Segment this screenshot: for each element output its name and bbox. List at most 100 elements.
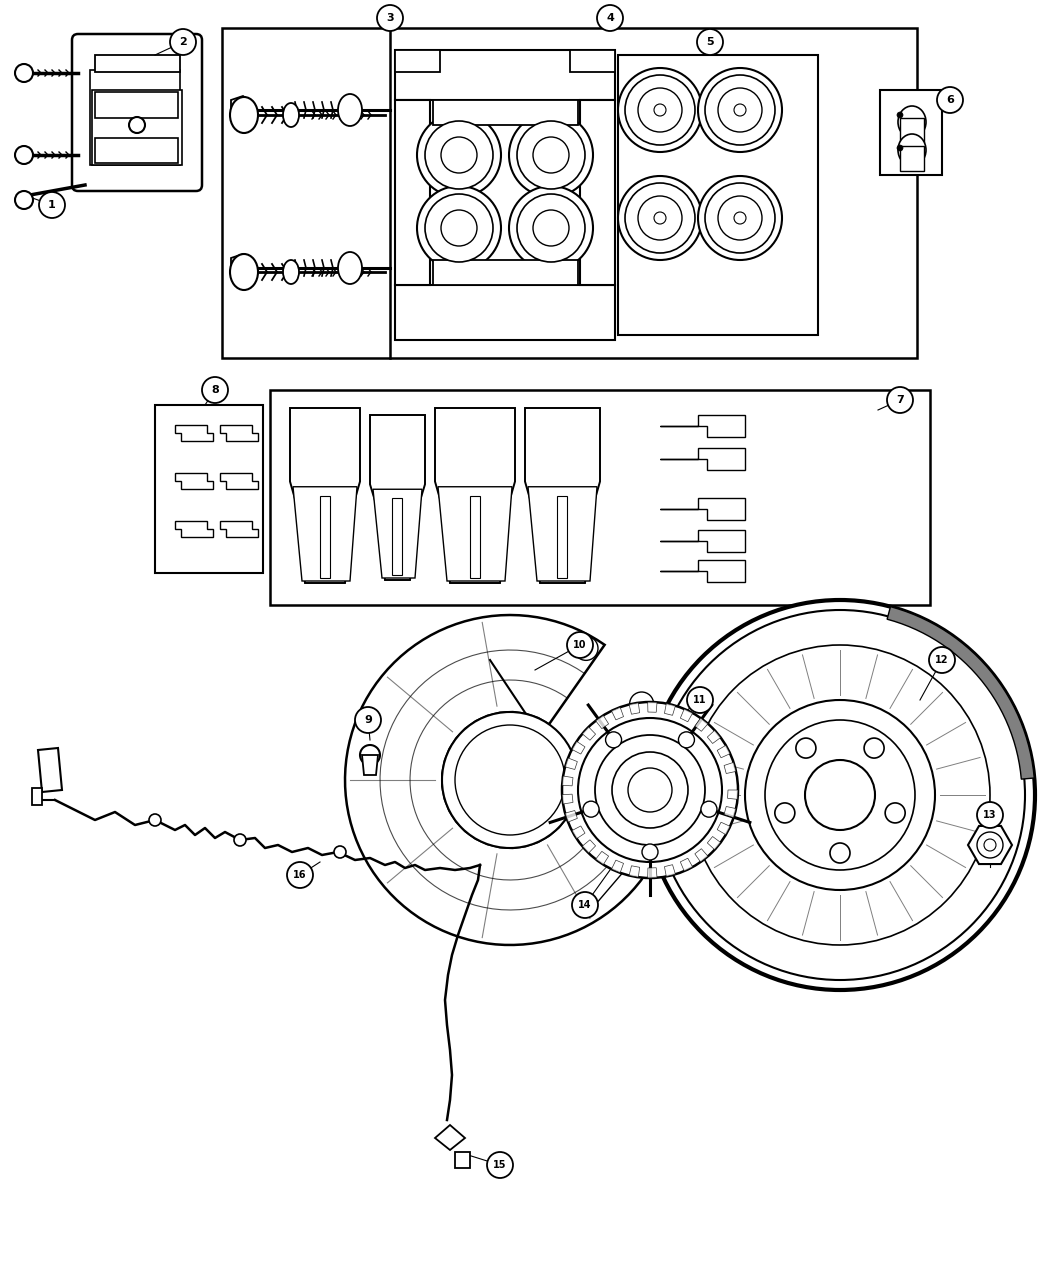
Circle shape (612, 752, 688, 827)
Polygon shape (175, 425, 213, 441)
Circle shape (678, 732, 694, 748)
Circle shape (15, 64, 33, 82)
Ellipse shape (338, 252, 362, 284)
Circle shape (562, 703, 738, 878)
Polygon shape (724, 807, 736, 817)
Polygon shape (680, 709, 693, 722)
Polygon shape (395, 99, 430, 286)
Polygon shape (435, 1125, 465, 1150)
Polygon shape (220, 425, 258, 441)
Circle shape (864, 738, 884, 759)
Circle shape (567, 632, 593, 658)
Circle shape (642, 844, 658, 861)
Circle shape (765, 720, 915, 870)
Circle shape (509, 186, 593, 270)
Polygon shape (968, 826, 1012, 864)
Text: 13: 13 (983, 810, 996, 820)
Circle shape (149, 813, 161, 826)
Text: 12: 12 (936, 655, 949, 666)
Circle shape (442, 711, 578, 848)
Polygon shape (395, 50, 615, 99)
Circle shape (377, 5, 403, 31)
Circle shape (655, 609, 1025, 980)
Circle shape (287, 862, 313, 887)
FancyBboxPatch shape (72, 34, 202, 191)
Circle shape (606, 732, 622, 748)
Polygon shape (648, 703, 657, 713)
Circle shape (976, 802, 1003, 827)
Polygon shape (373, 490, 422, 578)
Circle shape (937, 87, 963, 113)
Circle shape (897, 112, 903, 119)
Circle shape (805, 760, 875, 830)
Polygon shape (648, 868, 657, 878)
Text: 8: 8 (211, 385, 218, 395)
Polygon shape (90, 70, 180, 164)
Ellipse shape (898, 106, 926, 138)
Bar (900, 147, 924, 171)
Bar (900, 119, 924, 143)
Polygon shape (525, 408, 600, 583)
Circle shape (583, 801, 600, 817)
Polygon shape (370, 414, 425, 580)
Polygon shape (231, 254, 251, 282)
Bar (155, 405, 262, 572)
Polygon shape (562, 794, 573, 805)
Polygon shape (572, 741, 585, 754)
Polygon shape (717, 746, 730, 757)
Bar (618, 55, 818, 335)
Polygon shape (572, 826, 585, 839)
Circle shape (618, 176, 702, 260)
Polygon shape (556, 496, 567, 578)
Polygon shape (32, 788, 42, 805)
Polygon shape (320, 496, 330, 578)
Text: 7: 7 (896, 395, 904, 405)
Circle shape (487, 1153, 513, 1178)
Polygon shape (887, 607, 1034, 779)
Circle shape (533, 136, 569, 173)
Circle shape (654, 105, 666, 116)
Polygon shape (528, 487, 597, 581)
Polygon shape (660, 560, 746, 581)
Text: 9: 9 (364, 715, 372, 725)
Polygon shape (660, 414, 746, 437)
Polygon shape (629, 703, 639, 714)
Circle shape (690, 645, 990, 945)
Polygon shape (470, 496, 480, 578)
Circle shape (705, 75, 775, 145)
Polygon shape (583, 727, 595, 741)
Circle shape (645, 601, 1035, 989)
Text: 14: 14 (579, 900, 592, 910)
Circle shape (15, 147, 33, 164)
Circle shape (517, 194, 585, 261)
Circle shape (638, 88, 682, 133)
Circle shape (572, 892, 598, 918)
Ellipse shape (230, 254, 258, 289)
Circle shape (984, 839, 996, 850)
Circle shape (705, 184, 775, 252)
Polygon shape (665, 704, 675, 715)
Circle shape (746, 700, 934, 890)
Circle shape (625, 75, 695, 145)
Circle shape (170, 29, 196, 55)
Polygon shape (580, 99, 615, 286)
Polygon shape (629, 866, 639, 877)
Polygon shape (565, 811, 578, 822)
Polygon shape (724, 762, 736, 774)
Circle shape (718, 196, 762, 240)
Circle shape (455, 725, 565, 835)
Circle shape (533, 210, 569, 246)
Circle shape (574, 636, 598, 660)
Circle shape (638, 196, 682, 240)
Circle shape (775, 803, 795, 822)
Polygon shape (595, 715, 609, 728)
Polygon shape (94, 55, 180, 71)
Circle shape (39, 193, 65, 218)
Polygon shape (220, 521, 258, 537)
Polygon shape (595, 852, 609, 864)
Polygon shape (611, 861, 624, 873)
Polygon shape (438, 487, 512, 581)
Ellipse shape (898, 134, 926, 166)
Polygon shape (293, 487, 357, 581)
Polygon shape (94, 92, 178, 119)
